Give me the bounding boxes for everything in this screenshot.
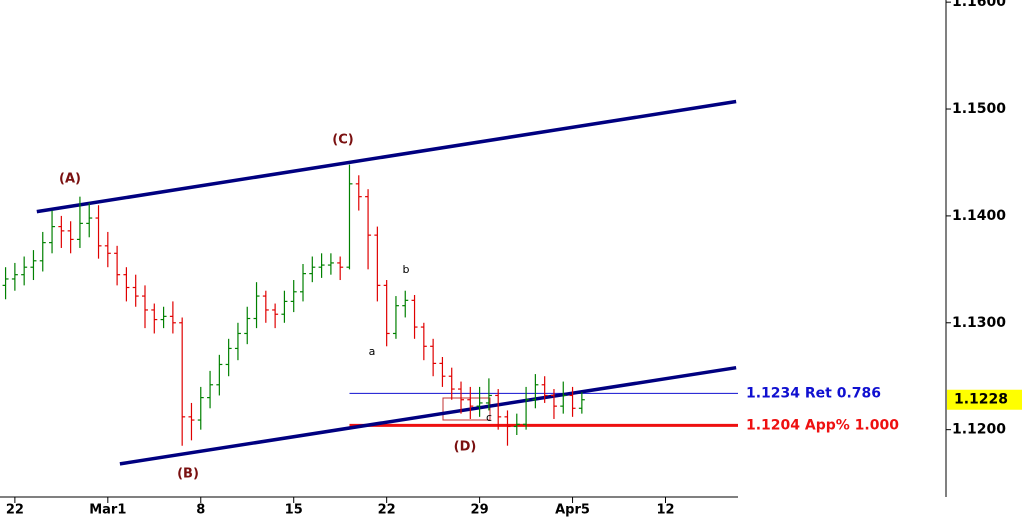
wave-label: (C) (332, 133, 353, 148)
x-tick-label: Apr5 (555, 503, 590, 517)
level-label: 1.1204 App% 1.000 (746, 417, 899, 433)
wave-label: (D) (454, 440, 477, 455)
x-tick-label: 15 (285, 503, 303, 517)
last-price-tag (947, 389, 1022, 410)
x-tick-label: 8 (196, 503, 205, 517)
range-box (442, 397, 491, 421)
wave-label: b (403, 263, 410, 276)
wave-label: (A) (59, 172, 81, 187)
x-tick-label: 29 (471, 503, 489, 517)
trend-line (119, 365, 737, 466)
y-tick-label: 1.1500 (952, 101, 1006, 117)
y-tick-label: 1.1200 (952, 422, 1006, 438)
level-label: 1.1234 Ret 0.786 (746, 385, 881, 401)
y-tick-label: 1.1600 (952, 0, 1006, 10)
wave-label: a (369, 345, 376, 358)
y-tick-label: 1.1300 (952, 315, 1006, 331)
x-tick-label: 22 (6, 503, 24, 517)
x-tick-label: 22 (378, 503, 396, 517)
x-tick-label: 12 (656, 503, 674, 517)
y-tick-label: 1.1400 (952, 208, 1006, 224)
trend-line (36, 99, 737, 214)
last-price-label: 1.1228 (954, 392, 1008, 408)
wave-label: (B) (177, 467, 199, 482)
wave-label: c (486, 411, 492, 424)
x-tick-label: Mar1 (89, 503, 126, 517)
